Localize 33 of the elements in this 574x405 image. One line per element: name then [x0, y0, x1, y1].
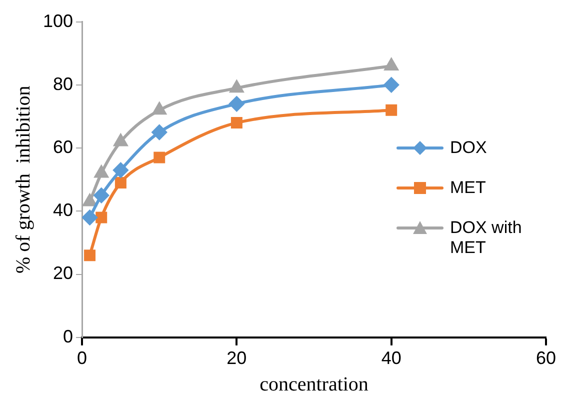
legend-label: MET	[450, 178, 486, 198]
y-tick-label: 0	[63, 326, 74, 346]
point	[84, 250, 96, 262]
y-tick-label: 20	[53, 263, 74, 284]
y-axis-title: % of growth inhibition	[12, 86, 34, 274]
point	[230, 80, 244, 93]
x-tick-label: 20	[226, 348, 247, 368]
x-tick-label: 60	[536, 348, 556, 368]
x-tick-label: 40	[381, 348, 402, 368]
point	[82, 210, 98, 225]
point	[113, 162, 128, 178]
point	[229, 96, 244, 112]
x-axis-title: concentration	[260, 373, 368, 396]
point	[83, 194, 96, 206]
y-tick-label: 80	[53, 74, 74, 94]
point	[230, 117, 242, 129]
point	[96, 212, 108, 224]
y-tick-label: 100	[42, 10, 74, 31]
legend-label: DOX	[450, 138, 487, 158]
point	[384, 58, 398, 70]
legend-label: DOX with MET	[450, 218, 523, 258]
x-tick-label: 0	[77, 348, 88, 368]
y-tick-label: 40	[53, 200, 74, 220]
point	[154, 152, 166, 164]
point	[386, 104, 398, 116]
point	[114, 177, 126, 188]
point	[152, 102, 166, 115]
point	[94, 188, 109, 203]
point	[94, 166, 108, 178]
point	[152, 124, 167, 140]
point	[384, 77, 399, 92]
point	[114, 134, 128, 146]
y-tick-label: 60	[53, 137, 74, 158]
